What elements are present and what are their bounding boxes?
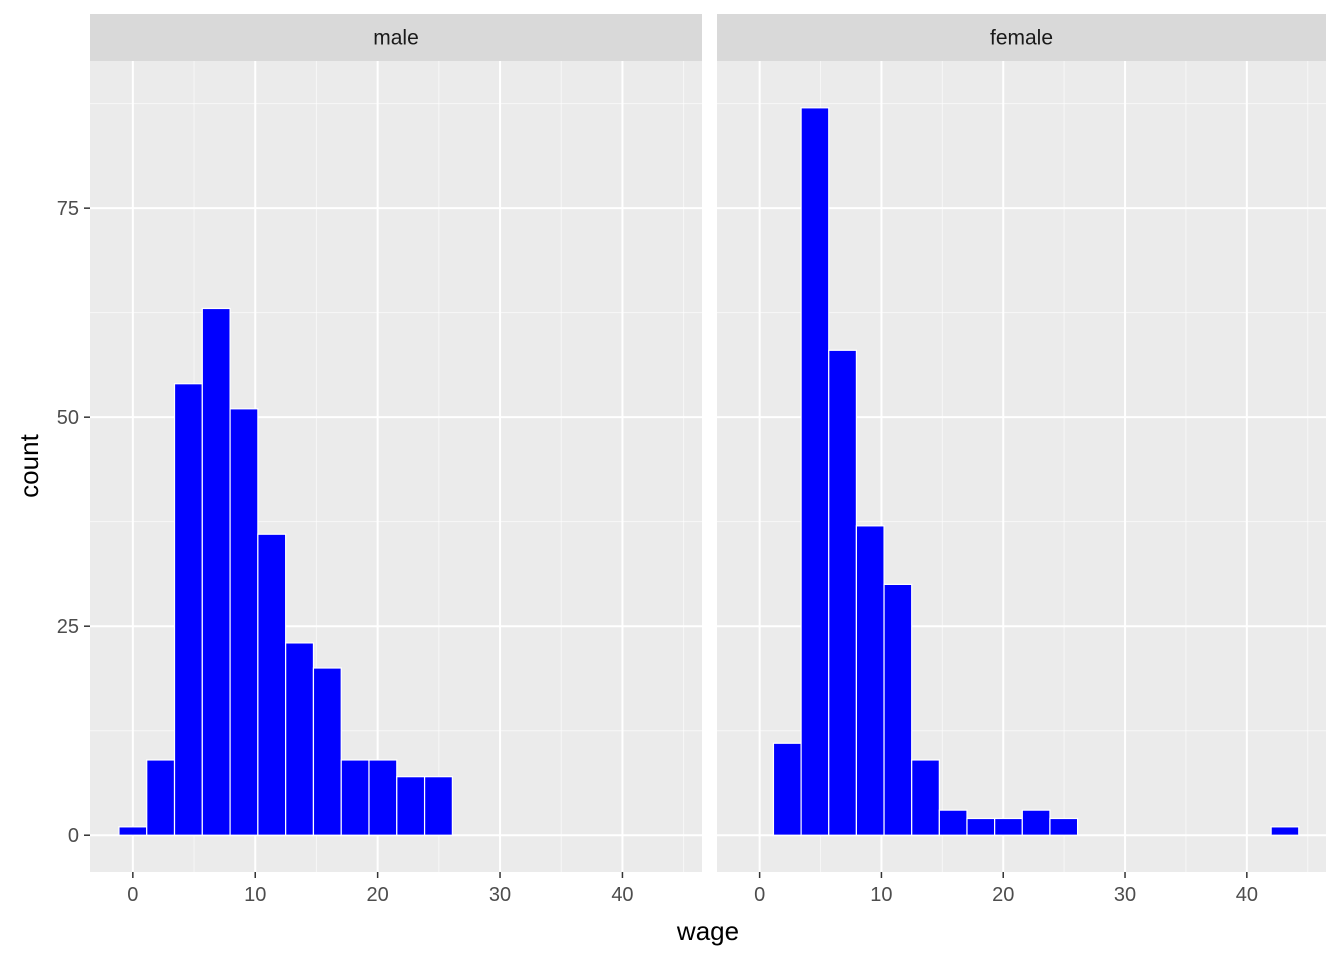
histogram-bar — [1270, 826, 1300, 836]
histogram-bar — [229, 408, 259, 836]
x-tick-label: 0 — [754, 884, 765, 906]
histogram-bar — [883, 583, 913, 836]
histogram-bar — [173, 383, 203, 836]
x-tick-label: 40 — [611, 884, 633, 906]
x-tick-label: 30 — [1114, 884, 1136, 906]
facet-panel-male: male 0 10 20 30 40 — [90, 14, 702, 906]
histogram-bar — [855, 525, 885, 836]
panels-layer: male 0 10 20 30 40 female 0 10 20 30 40 — [90, 14, 1326, 906]
facet-strip-label: male — [373, 27, 419, 50]
histogram-bar — [1021, 809, 1051, 836]
histogram-bar — [118, 826, 148, 836]
histogram-bar — [828, 349, 858, 836]
histogram-bar — [938, 809, 968, 836]
x-tick-label: 40 — [1236, 884, 1258, 906]
facet-strip — [90, 14, 702, 61]
y-tick-label: 75 — [57, 198, 79, 220]
x-axis-title: wage — [676, 916, 739, 946]
histogram-bar — [994, 817, 1023, 836]
y-tick-label: 50 — [57, 407, 79, 429]
facet-panel-female: female 0 10 20 30 40 — [717, 14, 1326, 906]
histogram-bar — [340, 759, 370, 836]
x-tick-label: 20 — [367, 884, 389, 906]
facet-strip — [717, 14, 1326, 61]
y-tick-label: 25 — [57, 616, 79, 638]
x-tick-label: 0 — [127, 884, 138, 906]
histogram-bar — [800, 107, 830, 836]
histogram-bar — [772, 742, 802, 836]
x-tick-label: 10 — [244, 884, 266, 906]
y-axis: 0 25 50 75 — [57, 198, 90, 847]
histogram-bar — [312, 667, 342, 836]
histogram-bar — [1049, 817, 1079, 836]
histogram-bar — [146, 759, 176, 836]
histogram-bar — [423, 776, 453, 836]
x-tick-label: 30 — [489, 884, 511, 906]
x-tick-label: 10 — [870, 884, 892, 906]
y-tick-label: 0 — [68, 825, 79, 847]
histogram-bar — [396, 776, 426, 836]
histogram-bar — [285, 642, 315, 836]
histogram-bar — [201, 307, 231, 836]
histogram-bar — [966, 817, 996, 836]
histogram-bar — [368, 759, 398, 836]
histogram-bar — [257, 533, 287, 836]
facet-strip-label: female — [990, 27, 1053, 50]
y-axis-title: count — [14, 433, 44, 497]
x-tick-label: 20 — [992, 884, 1014, 906]
histogram-bar — [911, 759, 940, 836]
